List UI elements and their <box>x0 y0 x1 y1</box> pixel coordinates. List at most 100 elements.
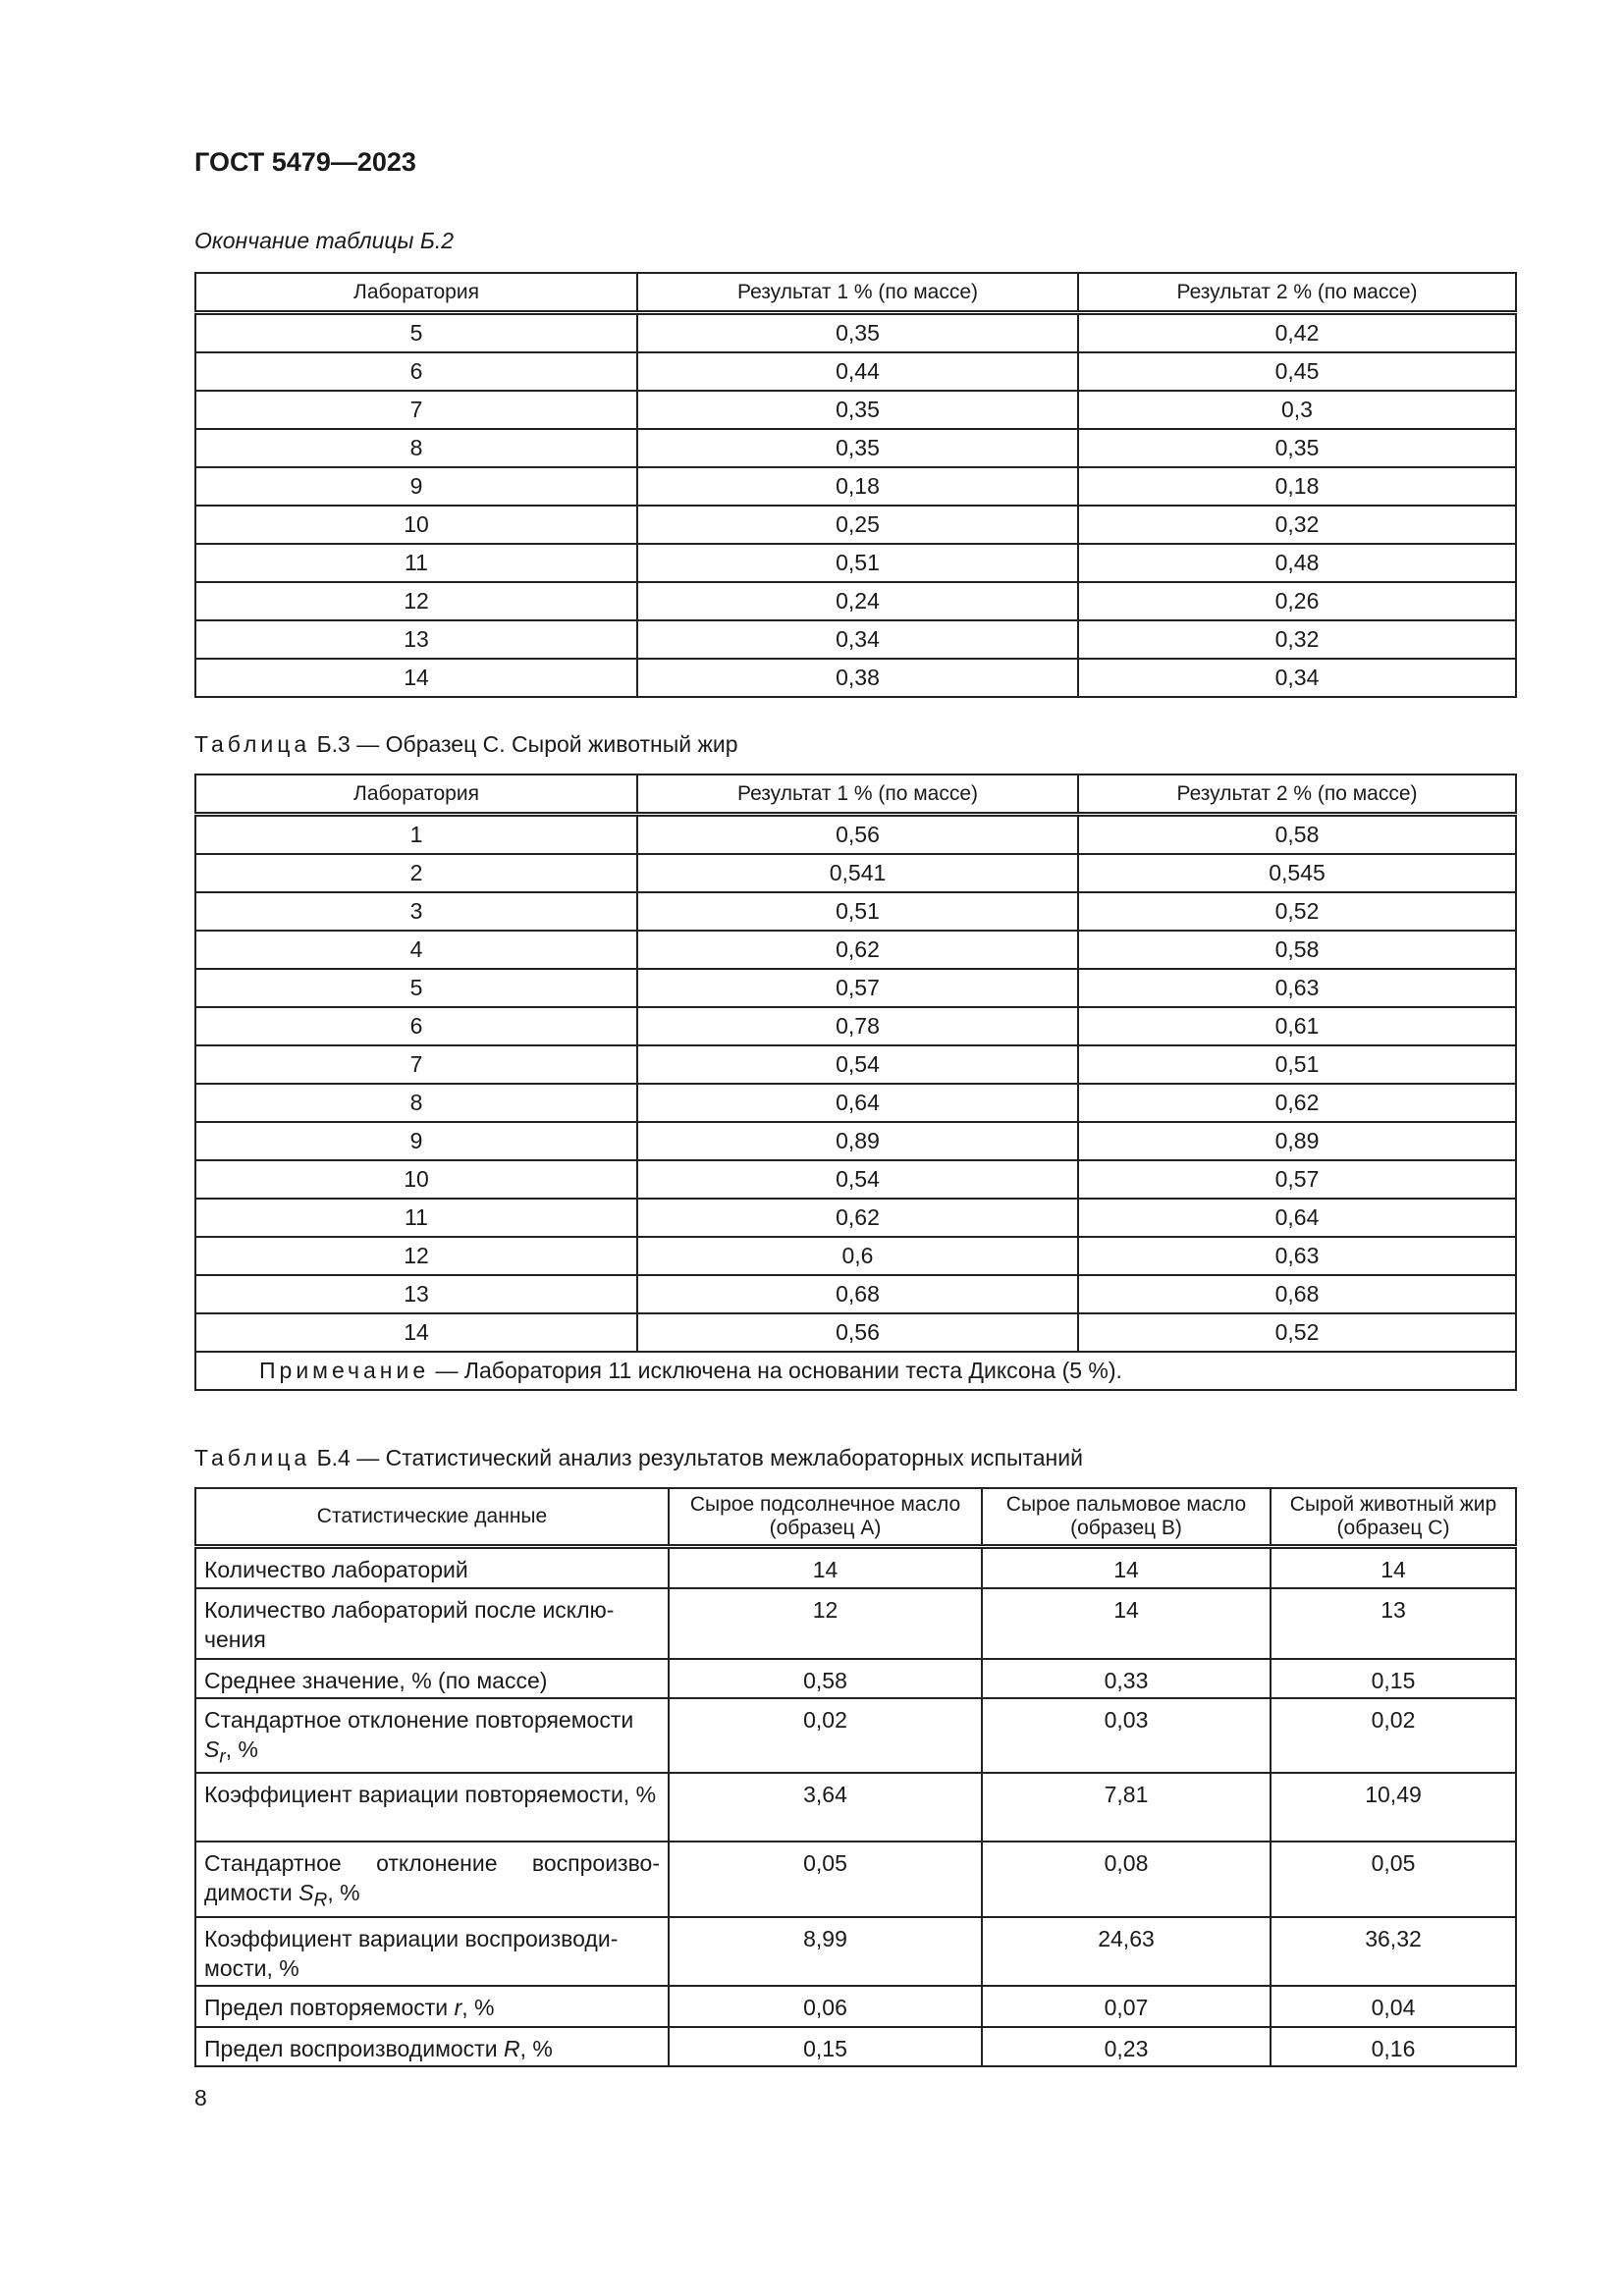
row-label-cell: Среднее значение, % (по массе) <box>194 1657 670 1699</box>
row-label: Коэффициент вариации воспроизводи-мости,… <box>204 1925 619 1981</box>
symbol-subscript: R <box>313 1890 328 1911</box>
table-row: 10 0,54 0,57 <box>194 1159 1517 1200</box>
table-row: 5 0,57 0,63 <box>194 968 1517 1008</box>
table-cell: 0,15 <box>668 2025 983 2067</box>
table-row: Количество лабораторий 14 14 14 <box>194 1545 1517 1589</box>
table-cell: 0,54 <box>636 1044 1079 1085</box>
table-cell: 9 <box>194 1121 638 1161</box>
row-label-cell: Стандартное отклонение повторяемости Sr,… <box>194 1696 670 1775</box>
page-number: 8 <box>194 2085 207 2110</box>
table-row: 2 0,541 0,545 <box>194 853 1517 893</box>
table-cell: 13 <box>1270 1586 1517 1660</box>
table-cell: 36,32 <box>1270 1915 1517 1987</box>
table-cell: 5 <box>194 968 638 1008</box>
table-row: 3 0,51 0,52 <box>194 891 1517 932</box>
table-cell: 13 <box>194 619 638 660</box>
table-row: 7 0,54 0,51 <box>194 1044 1517 1085</box>
table-cell: 11 <box>194 1198 638 1238</box>
table-row: 13 0,68 0,68 <box>194 1274 1517 1314</box>
unit: , % <box>225 1735 258 1762</box>
table-row: Предел воспроизводимости R, % 0,15 0,23 0,1… <box>194 2025 1517 2067</box>
table-cell: 0,51 <box>636 891 1079 932</box>
symbol: r <box>454 1994 462 2020</box>
table-cell: 0,34 <box>636 619 1079 660</box>
table-row: Коэффициент вариации повторяемости, % 3,6… <box>194 1772 1517 1843</box>
row-label-cell: Коэффициент вариации повторяемости, % <box>194 1772 670 1843</box>
table-cell: 0,56 <box>636 813 1079 855</box>
column-header: Сырое подсолнечное масло (образец А) <box>668 1487 983 1549</box>
document-code: ГОСТ 5479—2023 <box>194 147 416 177</box>
table-cell: 0,63 <box>1077 1236 1517 1276</box>
table-cell: 0,03 <box>981 1696 1272 1775</box>
table-row: 14 0,38 0,34 <box>194 658 1517 698</box>
table-cell: 0,18 <box>1077 466 1517 507</box>
table-row: Коэффициент вариации воспроизводи-мости,… <box>194 1915 1517 1987</box>
table-cell: 2 <box>194 853 638 893</box>
column-header: Сырой животный жир (образец С) <box>1270 1487 1517 1549</box>
table-cell: 0,68 <box>636 1274 1079 1314</box>
table-cell: 14 <box>1270 1545 1517 1589</box>
table-row: 11 0,62 0,64 <box>194 1198 1517 1238</box>
row-label: Количество лабораторий после исклю-чения <box>204 1596 615 1652</box>
row-label: Среднее значение, % (по массе) <box>204 1667 548 1693</box>
symbol: S <box>298 1880 314 1906</box>
table-cell: 0,56 <box>636 1312 1079 1353</box>
table-cell: 0,57 <box>636 968 1079 1008</box>
table-cell: 14 <box>194 1312 638 1353</box>
unit: , % <box>327 1880 360 1906</box>
column-header: Лаборатория <box>194 272 638 315</box>
row-label: Стандартное отклонение повторяемости <box>204 1706 634 1733</box>
table-cell: 14 <box>981 1586 1272 1660</box>
table-cell: 0,48 <box>1077 543 1517 583</box>
table-b4-caption: Таблица Б.4 — Статистический анализ резу… <box>194 1445 1083 1471</box>
table-cell: 0,32 <box>1077 505 1517 545</box>
table-cell: 0,26 <box>1077 581 1517 621</box>
table-cell: 4 <box>194 930 638 970</box>
table-cell: 0,25 <box>636 505 1079 545</box>
table-cell: 1 <box>194 813 638 855</box>
table-row: Количество лабораторий после исклю-чения… <box>194 1586 1517 1660</box>
table-cell: 0,3 <box>1077 390 1517 430</box>
row-label-cell: Стандартное отклонение воспроизво-димост… <box>194 1841 670 1918</box>
table-cell: 0,541 <box>636 853 1079 893</box>
table-cell: 14 <box>194 658 638 698</box>
table-cell: 0,62 <box>636 930 1079 970</box>
table-cell: 7,81 <box>981 1772 1272 1843</box>
table-cell: 0,44 <box>636 351 1079 392</box>
table-cell: 0,64 <box>1077 1198 1517 1238</box>
table-cell: 7 <box>194 390 638 430</box>
column-header: Результат 1 % (по массе) <box>636 774 1079 817</box>
table-cell: 10,49 <box>1270 1772 1517 1843</box>
column-header: Результат 2 % (по массе) <box>1077 774 1517 817</box>
table-row: 8 0,64 0,62 <box>194 1083 1517 1123</box>
table-cell: 14 <box>668 1545 983 1589</box>
table-cell: 10 <box>194 505 638 545</box>
note-text: — Лаборатория 11 исключена на основании … <box>429 1358 1122 1383</box>
table-row: Стандартное отклонение воспроизво-димост… <box>194 1841 1517 1918</box>
table-cell: 0,58 <box>1077 930 1517 970</box>
table-cell: 5 <box>194 311 638 353</box>
table-cell: 0,89 <box>1077 1121 1517 1161</box>
table-cell: 8 <box>194 1083 638 1123</box>
table-cell: 0,18 <box>636 466 1079 507</box>
table-cell: 8,99 <box>668 1915 983 1987</box>
table-row: 7 0,35 0,3 <box>194 390 1517 430</box>
caption-text: Б.4 — Статистический анализ результатов … <box>316 1445 1083 1470</box>
row-label-cell: Предел повторяемости r, % <box>194 1984 670 2028</box>
table-row: 12 0,24 0,26 <box>194 581 1517 621</box>
table-cell: 0,52 <box>1077 1312 1517 1353</box>
table-cell: 0,51 <box>1077 1044 1517 1085</box>
table-row: 8 0,35 0,35 <box>194 428 1517 468</box>
table-cell: 0,45 <box>1077 351 1517 392</box>
symbol: R <box>503 2035 520 2061</box>
table-row: 14 0,56 0,52 <box>194 1312 1517 1353</box>
table-row: Стандартное отклонение повторяемости Sr,… <box>194 1696 1517 1775</box>
table-row: 13 0,34 0,32 <box>194 619 1517 660</box>
table-cell: 0,89 <box>636 1121 1079 1161</box>
row-label: Стандартное отклонение воспроизво-димост… <box>204 1850 660 1906</box>
row-label: Предел воспроизводимости <box>204 2035 498 2061</box>
table-cell: 0,35 <box>636 428 1079 468</box>
column-header: Результат 2 % (по массе) <box>1077 272 1517 315</box>
table-row: Среднее значение, % (по массе) 0,58 0,33 0,… <box>194 1657 1517 1699</box>
table-cell: 0,24 <box>636 581 1079 621</box>
